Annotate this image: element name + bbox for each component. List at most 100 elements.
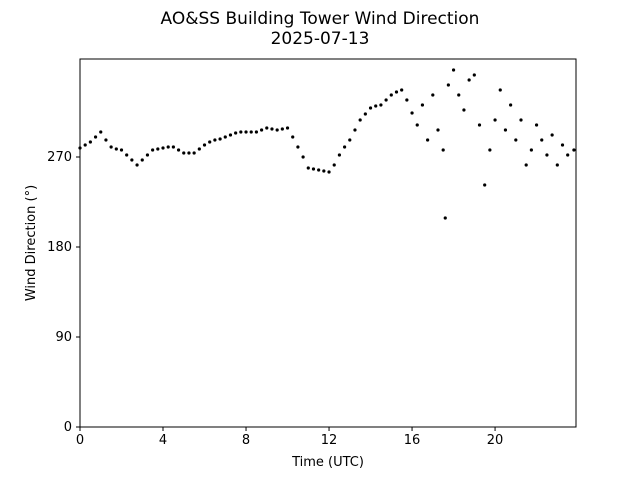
y-tick-label: 90 [55, 330, 72, 345]
y-tick-label: 180 [47, 240, 72, 255]
data-point [125, 153, 129, 157]
data-point [228, 133, 233, 137]
chart-subtitle: 2025-07-13 [271, 29, 370, 49]
data-point [483, 183, 487, 187]
data-point [311, 167, 316, 171]
data-point [317, 168, 321, 172]
data-point [509, 103, 513, 107]
data-point [83, 143, 87, 147]
data-point [514, 138, 518, 142]
data-point [275, 128, 279, 132]
data-point [462, 108, 466, 112]
data-point [343, 145, 347, 149]
data-point [93, 135, 98, 139]
data-point [488, 148, 492, 152]
data-point [296, 145, 300, 149]
data-point [436, 128, 440, 132]
data-point [534, 123, 539, 127]
data-point [446, 83, 450, 87]
x-tick-label: 12 [321, 433, 338, 448]
data-point [431, 93, 435, 97]
data-point [405, 98, 409, 102]
x-tick-label: 20 [487, 433, 504, 448]
data-point [524, 163, 528, 167]
data-point [572, 148, 576, 152]
data-point [493, 118, 497, 122]
data-point [545, 153, 549, 157]
data-point [420, 103, 425, 107]
data-point [358, 118, 362, 122]
y-axis-label: Wind Direction (°) [24, 185, 39, 301]
data-point [135, 163, 139, 167]
x-tick-label: 16 [404, 433, 421, 448]
data-point [239, 130, 243, 134]
data-point [566, 153, 570, 157]
data-point [114, 147, 118, 151]
data-point [519, 118, 523, 122]
data-point [244, 130, 248, 134]
data-point [467, 78, 471, 82]
data-point [400, 88, 404, 92]
plot-frame [79, 58, 577, 428]
data-point [119, 148, 124, 152]
data-point [280, 127, 284, 131]
data-point [234, 131, 238, 135]
data-point [151, 148, 155, 152]
chart-title: AO&SS Building Tower Wind Direction [161, 9, 480, 29]
data-point [156, 147, 160, 151]
data-point [477, 123, 482, 127]
data-point [259, 128, 264, 132]
data-point [379, 103, 383, 107]
data-point [213, 138, 217, 142]
data-point [166, 145, 170, 149]
data-point [368, 106, 373, 110]
data-point [327, 170, 331, 174]
data-point [441, 148, 445, 152]
data-point [176, 148, 181, 152]
data-point [498, 88, 502, 92]
data-point [560, 143, 565, 147]
data-point [415, 123, 419, 127]
x-tick-label: 8 [242, 433, 250, 448]
x-tick-label: 4 [159, 433, 167, 448]
data-point [374, 104, 378, 108]
data-point [130, 158, 134, 162]
data-point [472, 73, 476, 77]
data-point [389, 93, 393, 97]
data-point [503, 128, 508, 132]
data-point [265, 126, 269, 130]
data-point [161, 146, 165, 150]
data-point [140, 158, 144, 162]
data-point [301, 155, 305, 159]
data-point [187, 151, 191, 155]
data-point [353, 128, 357, 132]
data-point [208, 140, 212, 144]
data-point [145, 153, 150, 157]
data-point [451, 68, 456, 72]
data-point [218, 137, 222, 141]
data-point [171, 145, 175, 149]
data-point [78, 146, 82, 150]
data-point [254, 130, 259, 134]
x-axis-label: Time (UTC) [291, 455, 364, 470]
data-point [306, 166, 310, 170]
data-point [363, 112, 367, 116]
data-point [410, 111, 414, 115]
data-point [192, 151, 196, 155]
data-point [223, 135, 227, 139]
data-point [332, 163, 336, 167]
data-point [529, 148, 533, 152]
data-point [197, 147, 201, 151]
y-tick-label: 0 [64, 420, 72, 435]
data-point [384, 98, 388, 102]
data-point [109, 145, 113, 149]
data-point [182, 151, 186, 155]
y-tick-label: 270 [47, 150, 72, 165]
data-point [270, 127, 274, 131]
data-point [540, 138, 544, 142]
data-point [99, 130, 103, 134]
x-tick-label: 0 [76, 433, 84, 448]
data-point [457, 93, 461, 97]
data-point [550, 133, 554, 137]
